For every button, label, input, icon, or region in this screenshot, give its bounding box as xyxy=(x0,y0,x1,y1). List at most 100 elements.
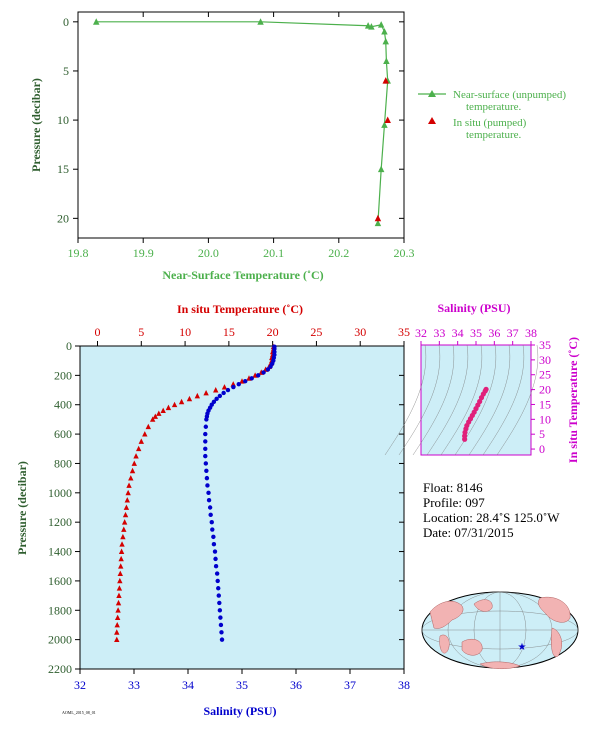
salinity-point xyxy=(203,439,208,444)
ts-point xyxy=(478,395,485,401)
temperature-point xyxy=(213,387,219,393)
temperature-point xyxy=(114,614,121,621)
temp-tick-label: 15 xyxy=(223,325,235,339)
salinity-point xyxy=(243,379,248,384)
salinity-point xyxy=(203,424,209,429)
temperature-point xyxy=(126,482,132,488)
temperature-point xyxy=(230,381,236,387)
temperature-point xyxy=(124,497,130,503)
pressure-tick-label: 1000 xyxy=(48,486,72,500)
unpumped-point xyxy=(368,23,375,30)
ts-x-tick-label: 35 xyxy=(470,326,482,340)
temperature-point xyxy=(116,592,122,598)
temperature-point xyxy=(194,392,201,399)
temperature-point xyxy=(118,563,124,569)
salinity-tick-label: 36 xyxy=(290,678,302,692)
salinity-point xyxy=(203,461,209,466)
temperature-point xyxy=(156,410,162,416)
legend-label-pumped-1: In situ (pumped) xyxy=(453,117,527,129)
temperature-point xyxy=(221,384,228,390)
salinity-point xyxy=(212,549,218,554)
temperature-point xyxy=(160,407,166,413)
salinity-point xyxy=(218,622,224,628)
ts-plot-frame xyxy=(420,344,532,456)
temp-tick-label: 30 xyxy=(354,325,366,339)
pressure-tick-label: 400 xyxy=(54,398,72,412)
ts-x-tick-label: 33 xyxy=(433,326,445,340)
temp-tick-label: 20 xyxy=(267,325,279,339)
salinity-point xyxy=(216,593,221,598)
pumped-point xyxy=(384,116,391,123)
salinity-point xyxy=(256,373,261,378)
temperature-point xyxy=(115,599,122,606)
density-contours xyxy=(384,344,539,456)
x-tick-label: 19.9 xyxy=(133,246,154,260)
density-contour xyxy=(482,344,525,456)
temperature-point xyxy=(133,453,139,459)
salinity-point xyxy=(204,417,209,422)
near-surface-panel: 19.8 19.9 20.0 20.1 20.2 20.3 0 5 10 15 20 Near-S… xyxy=(29,11,415,282)
temp-tick-label: 25 xyxy=(310,325,322,339)
profile-series xyxy=(114,343,277,643)
temperature-axis-label: In situ Temperature (˚C) xyxy=(177,302,303,316)
unpumped-point xyxy=(381,121,388,128)
pressure-tick-label: 0 xyxy=(66,339,72,353)
profile-panel: 0 5 10 15 20 25 30 35 32 33 34 35 36 37 38 0 200 400 600… xyxy=(15,302,410,718)
top-x-axis-label: Near-Surface Temperature (˚C) xyxy=(162,268,323,282)
temperature-point xyxy=(114,621,120,628)
top-y-ticks: 0 5 10 15 20 xyxy=(57,15,404,225)
temp-tick-label: 5 xyxy=(138,325,144,339)
temperature-point xyxy=(119,541,125,547)
temp-tick-label: 35 xyxy=(398,325,410,339)
salinity-tick-label: 34 xyxy=(182,678,194,692)
salinity-point xyxy=(209,519,214,525)
temperature-point xyxy=(186,395,193,402)
x-tick-label: 20.0 xyxy=(198,246,219,260)
salinity-point xyxy=(206,490,211,496)
salinity-point xyxy=(236,381,241,387)
unpumped-point xyxy=(374,219,382,227)
top-y-axis-label: Pressure (decibar) xyxy=(29,78,43,172)
top-plot-frame xyxy=(77,11,405,239)
density-contour xyxy=(496,344,539,456)
salinity-point xyxy=(211,534,216,540)
density-contour xyxy=(440,344,483,456)
salinity-axis-label: Salinity (PSU) xyxy=(203,704,276,718)
temperature-point xyxy=(123,504,130,510)
salinity-tick-label: 38 xyxy=(398,678,410,692)
salinity-point xyxy=(214,571,220,576)
float-location-star: ★ xyxy=(518,642,527,653)
unpumped-point xyxy=(383,57,390,65)
ts-salinity-label: Salinity (PSU) xyxy=(437,301,510,315)
pressure-tick-label: 600 xyxy=(54,427,72,441)
pressure-tick-label: 1800 xyxy=(48,603,72,617)
density-contour xyxy=(454,344,497,456)
unpumped-point xyxy=(93,18,100,25)
x-tick-label: 19.8 xyxy=(68,246,89,260)
temperature-point xyxy=(115,607,121,613)
pressure-tick-label: 2200 xyxy=(48,662,72,676)
pressure-tick-label: 1600 xyxy=(48,574,72,588)
salinity-tick-label: 33 xyxy=(128,678,140,692)
legend-label-unpumped-1: Near-surface (unpumped) xyxy=(453,89,566,101)
salinity-point xyxy=(219,637,225,642)
ts-y-tick-label: 35 xyxy=(539,338,551,352)
ts-x-tick-label: 37 xyxy=(507,326,519,340)
pressure-tick-label: 800 xyxy=(54,456,72,470)
temperature-point xyxy=(149,416,156,422)
ts-x-tick-label: 34 xyxy=(452,326,464,340)
salinity-point xyxy=(221,390,226,396)
legend: Near-surface (unpumped) temperature. In … xyxy=(418,89,566,141)
density-contour xyxy=(384,344,427,456)
salinity-point xyxy=(207,505,213,510)
salinity-point xyxy=(203,453,208,459)
salinity-point xyxy=(215,578,220,584)
unpumped-point xyxy=(257,18,264,25)
profile-plot-frame xyxy=(79,345,405,670)
profile-number: Profile: 097 xyxy=(423,495,485,510)
salinity-point xyxy=(261,370,266,375)
salinity-point xyxy=(214,396,219,402)
y-tick-label: 5 xyxy=(63,64,69,78)
temperature-point xyxy=(114,636,120,643)
